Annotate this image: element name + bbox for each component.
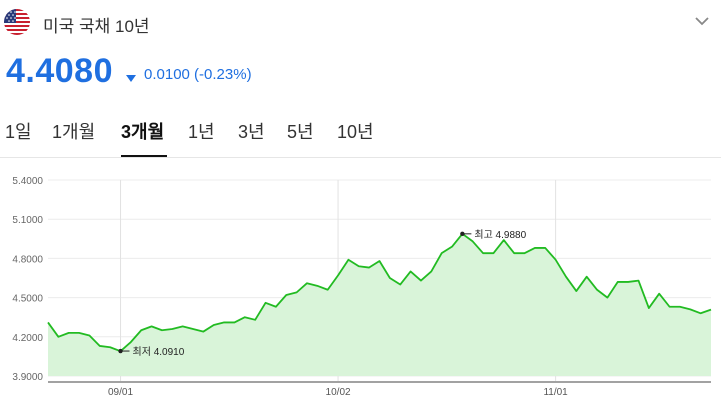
x-tick-label: 11/01 [543,387,568,398]
y-tick-label: 4.8000 [12,254,43,265]
us-flag-icon [4,9,30,35]
series-line [47,232,712,353]
low-annotation-label: 최저 4.0910 [133,346,185,358]
triangle-down-icon [126,70,136,82]
y-tick-label: 4.2000 [12,333,43,344]
yield-chart: 5.4000 5.1000 4.8000 4.5000 4.2000 3.9000 09/0… [0,160,721,415]
chart-svg: 5.4000 5.1000 4.8000 4.5000 4.2000 3.9000 09/0… [12,176,712,398]
y-tick-label: 3.9000 [12,372,43,383]
divider [0,157,721,158]
area-fill [48,233,711,376]
tab-3y[interactable]: 3년 [238,122,265,142]
x-tick-label: 10/02 [326,387,351,398]
annotation-point [118,348,123,354]
tab-1d[interactable]: 1일 [5,122,32,142]
tab-10y[interactable]: 10년 [337,122,374,142]
price-change: 0.0100 (-0.23%) [144,66,252,83]
page-title: 미국 국채 10년 [43,17,150,36]
period-tabs: 1일 1개월 3개월 1년 3년 5년 10년 [0,112,721,158]
tab-1m[interactable]: 1개월 [52,122,96,142]
y-tick-label: 5.4000 [12,176,43,187]
y-tick-label: 4.5000 [12,294,43,305]
current-price: 4.4080 [6,52,113,90]
header: 미국 국채 10년 [0,0,721,48]
high-annotation-label: 최고 4.9880 [474,229,526,241]
active-tab-indicator [121,155,167,158]
tab-5y[interactable]: 5년 [287,122,314,142]
tab-1y[interactable]: 1년 [188,122,215,142]
y-tick-label: 5.1000 [12,215,43,226]
chevron-down-icon[interactable] [693,14,711,28]
tab-3m[interactable]: 3개월 [121,122,165,142]
annotation-point [460,231,465,237]
x-tick-label: 09/01 [108,387,133,398]
